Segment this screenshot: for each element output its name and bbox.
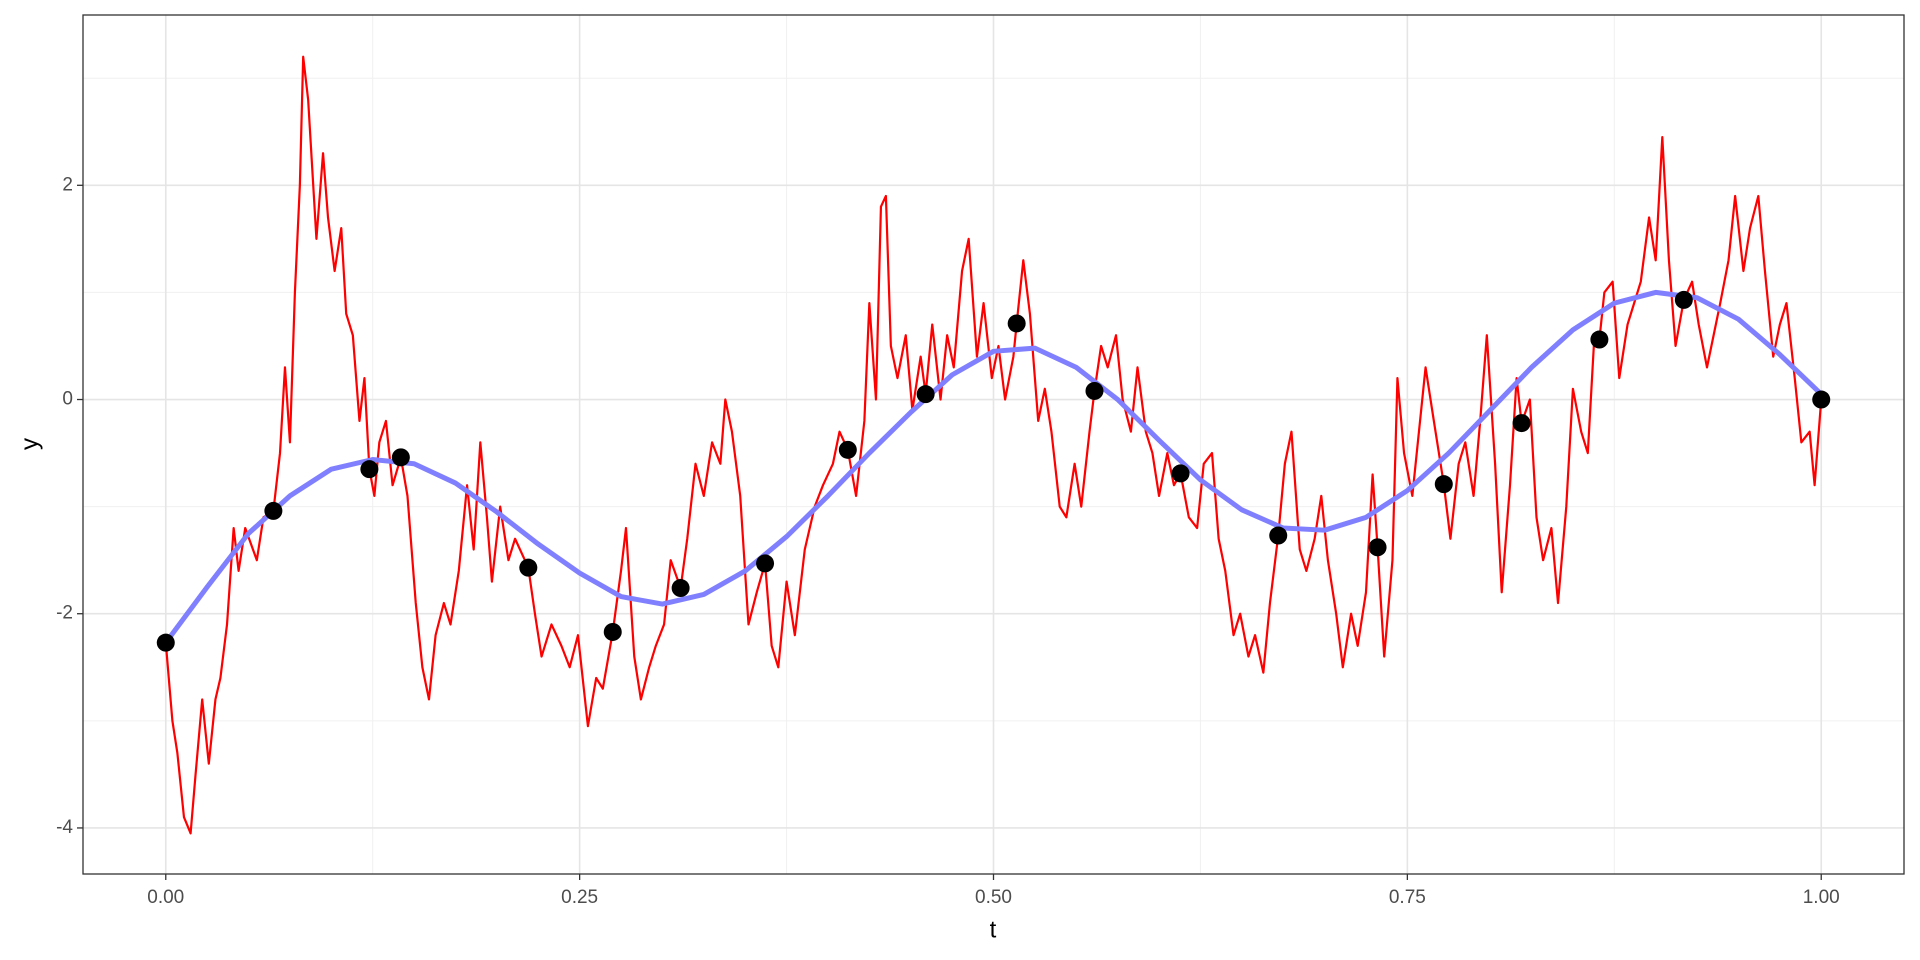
point — [1085, 381, 1104, 400]
point — [1812, 390, 1831, 409]
point — [1590, 330, 1609, 349]
y-tick-label: 0 — [62, 389, 73, 410]
x-tick-label: 0.75 — [1389, 887, 1426, 908]
point — [391, 448, 410, 467]
x-tick-label: 0.50 — [975, 887, 1012, 908]
point — [1171, 464, 1190, 483]
point — [838, 440, 857, 459]
y-tick-label: 2 — [62, 174, 73, 195]
x-axis-title: t — [990, 916, 997, 943]
point — [1512, 414, 1531, 433]
point — [156, 633, 175, 652]
point — [671, 579, 690, 598]
point — [603, 622, 622, 641]
point — [1368, 538, 1387, 557]
grid — [83, 15, 1904, 874]
point — [360, 460, 379, 479]
y-tick-label: -4 — [56, 817, 73, 838]
point — [519, 558, 538, 577]
point — [1007, 314, 1026, 333]
point — [756, 554, 775, 573]
line — [164, 55, 1823, 835]
axes: 0.00 0.25 0.50 0.75 1.00 -4 -2 0 2 — [56, 174, 1840, 908]
point — [916, 385, 935, 404]
point — [264, 501, 283, 520]
line — [163, 289, 1824, 646]
point — [1434, 475, 1453, 494]
y-tick-label: -2 — [56, 603, 73, 624]
point — [1674, 290, 1693, 309]
point — [1269, 526, 1288, 545]
plot-marks — [156, 55, 1831, 835]
x-tick-label: 0.00 — [147, 887, 184, 908]
x-tick-label: 1.00 — [1803, 887, 1840, 908]
y-axis-title: y — [16, 438, 43, 450]
x-tick-label: 0.25 — [561, 887, 598, 908]
